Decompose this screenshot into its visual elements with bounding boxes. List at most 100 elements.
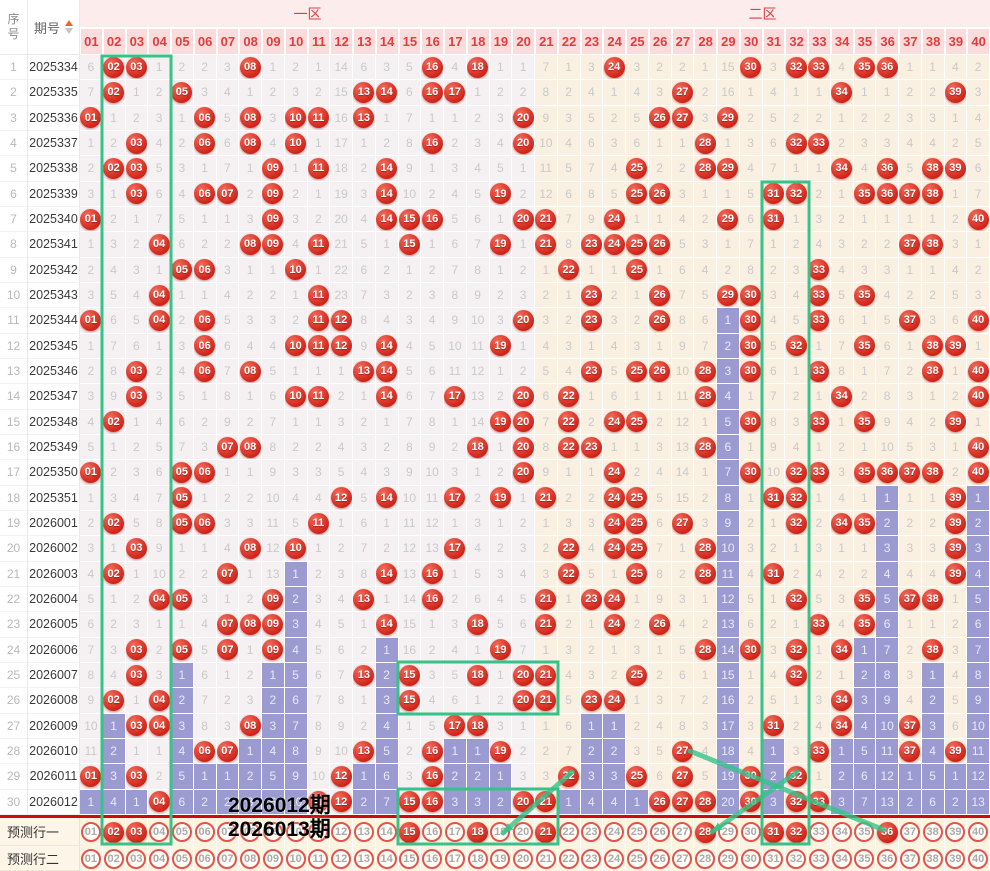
grid-cell: 3 bbox=[102, 637, 126, 663]
grid-cell: 16 bbox=[421, 764, 444, 790]
column-header-28: 28 bbox=[694, 28, 717, 55]
drawn-ball: 39 bbox=[944, 740, 966, 762]
grid-cell: 8 bbox=[398, 131, 422, 157]
prediction-cell: 21 bbox=[535, 818, 558, 846]
grid-cell: 36 bbox=[876, 181, 899, 207]
grid-cell: 4 bbox=[580, 789, 604, 815]
grid-cell: 6 bbox=[762, 131, 786, 157]
grid-cell: 33 bbox=[808, 55, 831, 81]
grid-cell: 2 bbox=[580, 485, 604, 511]
grid-cell: 26 bbox=[648, 612, 672, 638]
column-header-33: 33 bbox=[808, 28, 831, 55]
prediction-cell: 40 bbox=[967, 846, 990, 871]
sort-ascending-icon[interactable] bbox=[65, 20, 73, 26]
drawn-ball: 35 bbox=[853, 613, 875, 635]
grid-cell: 5 bbox=[762, 333, 786, 359]
grid-cell: 2 bbox=[603, 739, 626, 765]
grid-cell: 3 bbox=[853, 257, 877, 283]
grid-cell: 02 bbox=[102, 156, 126, 182]
grid-cell: 2 bbox=[375, 131, 399, 157]
grid-cell: 23 bbox=[580, 688, 604, 714]
drawn-ball: 17 bbox=[444, 385, 466, 407]
grid-cell: 22 bbox=[557, 435, 581, 461]
grid-cell: 26 bbox=[648, 105, 672, 131]
grid-cell: 3 bbox=[603, 308, 626, 334]
drawn-ball: 24 bbox=[603, 613, 625, 635]
grid-cell: 8 bbox=[535, 435, 558, 461]
grid-cell: 5 bbox=[694, 283, 717, 309]
grid-cell: 2 bbox=[353, 156, 376, 182]
grid-cell: 5 bbox=[466, 181, 490, 207]
grid-cell: 3 bbox=[421, 663, 444, 689]
drawn-ball: 38 bbox=[922, 639, 944, 661]
grid-cell: 2 bbox=[239, 663, 262, 689]
grid-cell: 2 bbox=[557, 80, 581, 106]
prediction-cell: 04 bbox=[148, 846, 171, 871]
grid-cell: 14 bbox=[375, 207, 399, 233]
drawn-ball: 33 bbox=[808, 740, 830, 762]
row-period: 2026007 bbox=[28, 663, 80, 689]
grid-cell: 1 bbox=[353, 384, 376, 410]
grid-cell: 3 bbox=[353, 181, 376, 207]
row-period: 2025349 bbox=[28, 435, 80, 461]
drawn-ball: 13 bbox=[353, 740, 375, 762]
grid-cell: 33 bbox=[808, 612, 831, 638]
grid-cell: 2 bbox=[739, 688, 763, 714]
grid-cell: 1 bbox=[717, 181, 740, 207]
grid-cell: 1 bbox=[216, 764, 240, 790]
grid-cell: 6 bbox=[171, 409, 194, 435]
grid-cell: 2 bbox=[125, 587, 149, 613]
grid-cell: 3 bbox=[398, 308, 422, 334]
grid-cell: 7 bbox=[466, 232, 490, 258]
sort-descending-icon[interactable] bbox=[65, 28, 73, 34]
grid-cell: 13 bbox=[466, 384, 490, 410]
grid-cell: 2 bbox=[921, 283, 945, 309]
prediction-ball: 34 bbox=[831, 822, 852, 842]
drawn-ball: 39 bbox=[944, 563, 966, 585]
grid-cell: 4 bbox=[102, 789, 126, 815]
prediction-ball: 01 bbox=[80, 848, 101, 869]
grid-cell: 6 bbox=[353, 511, 376, 537]
grid-cell: 21 bbox=[535, 663, 558, 689]
grid-cell: 16 bbox=[421, 739, 444, 765]
grid-cell: 2 bbox=[808, 511, 831, 537]
grid-cell: 7 bbox=[284, 713, 308, 739]
drawn-ball: 02 bbox=[103, 689, 125, 711]
prediction-row-2: 预测行二 01 02 03 04 05 06 07 08 09 10 11 12 13 14 15 16 17 1… bbox=[0, 846, 990, 871]
grid-cell: 6 bbox=[421, 359, 444, 385]
sort-control[interactable] bbox=[65, 20, 73, 34]
grid-cell: 1 bbox=[489, 257, 513, 283]
grid-cell: 5 bbox=[785, 308, 808, 334]
drawn-ball: 29 bbox=[717, 157, 739, 179]
drawn-ball: 03 bbox=[125, 56, 147, 78]
grid-cell: 40 bbox=[967, 359, 990, 385]
grid-cell: 1 bbox=[193, 283, 217, 309]
column-header-27: 27 bbox=[671, 28, 695, 55]
prediction-ball: 28 bbox=[695, 848, 716, 869]
grid-cell: 1 bbox=[444, 511, 467, 537]
grid-cell: 4 bbox=[967, 105, 990, 131]
grid-cell: 1 bbox=[489, 764, 513, 790]
drawn-ball: 15 bbox=[398, 208, 420, 230]
drawn-ball: 22 bbox=[558, 259, 580, 281]
column-header-16: 16 bbox=[421, 28, 444, 55]
prediction-row-1-label: 预测行一 bbox=[0, 818, 80, 846]
prediction-ball-selected: 15 bbox=[398, 821, 420, 843]
grid-cell: 1 bbox=[853, 359, 877, 385]
grid-cell: 4 bbox=[580, 536, 604, 562]
grid-cell: 09 bbox=[262, 612, 285, 638]
drawn-ball: 29 bbox=[717, 208, 739, 230]
grid-cell: 22 bbox=[557, 536, 581, 562]
prediction-ball: 30 bbox=[740, 848, 761, 869]
drawn-ball: 09 bbox=[262, 183, 284, 205]
grid-cell: 2 bbox=[899, 511, 922, 537]
grid-cell: 19 bbox=[717, 764, 740, 790]
grid-cell: 1 bbox=[785, 688, 808, 714]
grid-cell: 1 bbox=[193, 384, 217, 410]
grid-cell: 6 bbox=[80, 55, 103, 81]
grid-cell: 23 bbox=[580, 308, 604, 334]
grid-cell: 20 bbox=[512, 105, 535, 131]
grid-cell: 1 bbox=[967, 409, 990, 435]
grid-cell: 02 bbox=[102, 409, 126, 435]
grid-cell: 12 bbox=[876, 764, 899, 790]
